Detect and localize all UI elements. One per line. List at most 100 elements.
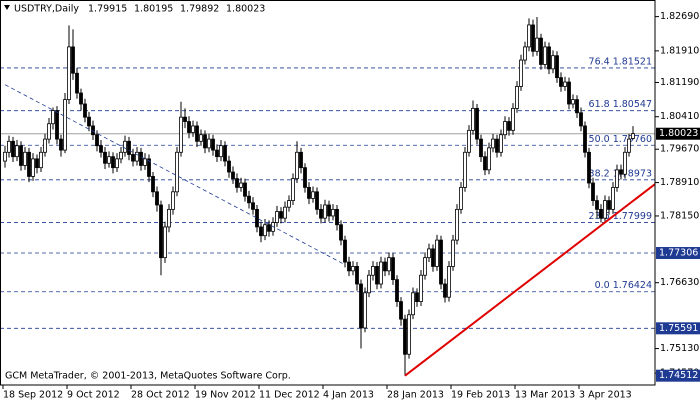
candle-body [443,283,447,298]
price-badge-label: 1.74512 [659,370,698,381]
candle-body [147,158,151,177]
candle-body [619,169,623,175]
plot-frame [0,0,656,386]
candle-body [491,138,495,149]
copyright: GCM MetaTrader, © 2001-2013, MetaQuotes … [5,371,291,382]
candle-body [415,292,419,302]
candle-body [427,248,431,259]
fib-label: 61.8 1.80547 [589,99,652,110]
candle-body [203,134,207,149]
x-tick-label: 28 Jan 2013 [387,390,444,401]
candle-body [207,138,211,149]
candle-body [23,151,27,166]
candle-body [131,154,135,162]
candle-body [303,167,307,188]
candle-body [231,171,235,180]
candle-body [287,200,291,208]
candle-body [367,274,371,294]
candle-body [483,156,487,171]
candle-body [431,248,435,267]
x-tick-label: 4 Jan 2013 [323,390,374,401]
candle-body [347,261,351,272]
candle-body [339,224,343,241]
candle-body [447,266,451,298]
candle-body [351,266,355,272]
candle-body [99,145,103,153]
candle-body [35,158,39,169]
candle-body [103,151,107,164]
candle-body [631,133,635,139]
candle-body [71,46,75,74]
candle-body [359,283,363,329]
candle-body [423,257,427,276]
candle-body [627,138,631,153]
candle-body [139,151,143,166]
candle-body [459,187,463,210]
candle-body [331,208,335,217]
candle-body [419,274,423,302]
candle-body [475,107,479,140]
price-badge [656,322,700,335]
x-tick-label: 9 Oct 2012 [67,390,120,401]
candle-body [63,99,67,151]
candle-body [175,151,179,193]
y-tick-label: 1.78150 [660,210,699,221]
candle-body [319,208,323,219]
x-tick-label: 19 Nov 2012 [195,390,256,401]
x-tick-label: 28 Oct 2012 [131,390,190,401]
candle-body [371,266,375,276]
header-icon [4,5,10,10]
candle-body [343,239,347,263]
candle-body [11,140,15,158]
y-tick-label: 1.75130 [660,343,699,354]
candle-body [571,99,575,105]
price-badge-label: 1.75591 [659,323,698,334]
fib-label: 0.0 1.76424 [595,280,652,291]
y-tick-label: 1.79670 [660,144,699,155]
candle-body [171,191,175,210]
trendline [4,84,346,266]
candle-body [191,125,195,133]
y-tick-label: 1.76630 [660,277,699,288]
candle-body [243,182,247,197]
candle-body [155,191,159,206]
fib-label: 23.6 1.77999 [589,211,652,222]
candle-body [579,112,583,127]
x-tick-label: 19 Feb 2013 [451,390,510,401]
candle-body [67,46,71,100]
candle-body [511,107,515,131]
candle-body [111,156,115,169]
candle-body [559,77,563,87]
candle-body [547,46,551,70]
candle-body [239,182,243,188]
candle-body [599,208,603,219]
candle-body [499,134,503,153]
fib-label: 50.0 1.79760 [589,134,652,145]
candle-body [115,158,119,169]
candle-body [83,103,87,118]
candle-body [55,110,59,140]
candle-body [539,37,543,65]
candle-body [3,151,7,162]
candle-body [479,138,483,158]
candle-body [455,208,459,241]
candle-body [19,145,23,166]
candle-body [555,55,559,79]
candle-body [507,121,511,131]
candle-body [263,224,267,237]
candle-body [247,195,251,204]
header-low: 1.79892 [180,4,219,15]
candle-body [523,46,527,61]
candle-body [15,145,19,158]
candle-body [135,151,139,162]
candle-body [283,206,287,219]
price-badge-label: 1.80023 [659,128,698,139]
price-badge [656,369,700,382]
candle-body [275,211,279,223]
candle-body [187,121,191,133]
candle-body [535,37,539,52]
candle-body [27,151,31,177]
